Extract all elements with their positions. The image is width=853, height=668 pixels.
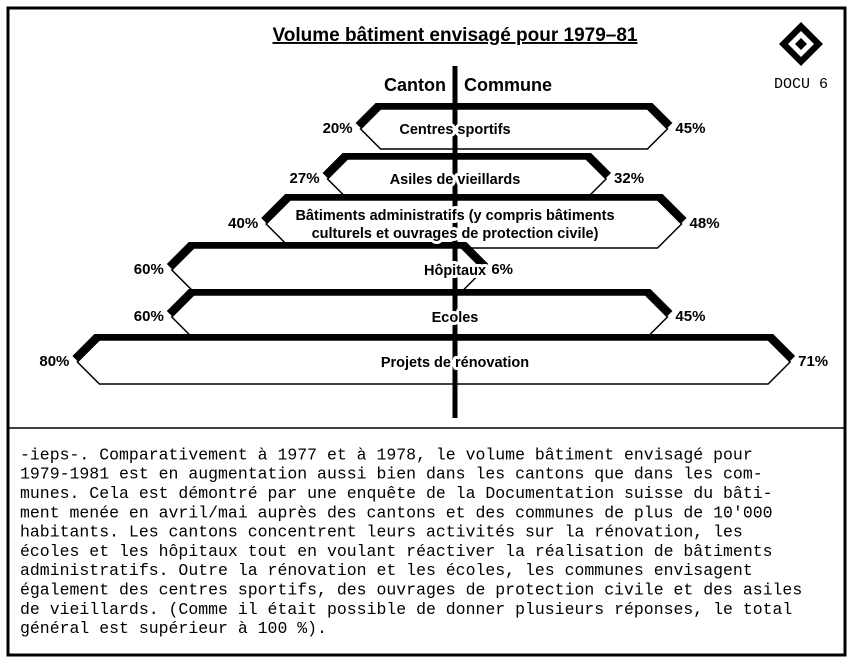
frame xyxy=(6,6,847,657)
body-text-line: de vieillards. (Comme il était possible … xyxy=(20,600,792,619)
category-label: Bâtiments administratifs (y compris bâti… xyxy=(295,208,614,242)
body-text-line: 1979-1981 est en augmentation aussi bien… xyxy=(20,465,763,484)
body-text-line: administratifs. Outre la rénovation et l… xyxy=(20,561,753,580)
value-label: 60% xyxy=(134,308,164,325)
value-label: 40% xyxy=(228,215,258,232)
badge: DOCU 6 xyxy=(774,76,828,93)
category-label: Centres sportifs xyxy=(399,122,510,138)
body-text-line: habitants. Les cantons concentrent leurs… xyxy=(20,523,743,542)
value-label: 45% xyxy=(675,308,705,325)
value-label: 48% xyxy=(690,215,720,232)
category-label: Ecoles xyxy=(432,310,479,326)
category-label: Projets de rénovation xyxy=(381,355,529,371)
legend-left: Canton xyxy=(384,75,446,95)
body-text-line: également des centres sportifs, des ouvr… xyxy=(20,580,802,599)
body-text-line: écoles et les hôpitaux tout en voulant r… xyxy=(20,542,773,561)
value-label: 20% xyxy=(323,120,353,137)
bar xyxy=(170,294,456,340)
body-text-line: -ieps-. Comparativement à 1977 et à 1978… xyxy=(20,445,753,464)
body-text-line: ment menée en avril/mai auprès des canto… xyxy=(20,503,773,522)
value-label: 80% xyxy=(39,353,69,370)
bar xyxy=(454,294,669,340)
logo xyxy=(779,22,823,66)
chart-title: Volume bâtiment envisagé pour 1979–81 xyxy=(272,25,637,46)
body-text-line: munes. Cela est démontré par une enquête… xyxy=(20,484,773,503)
body-text-line: général est supérieur à 100 %). xyxy=(20,619,327,638)
legend-right: Commune xyxy=(464,75,552,95)
bar xyxy=(170,247,456,293)
value-label: 60% xyxy=(134,261,164,278)
value-label: 27% xyxy=(290,170,320,187)
value-label: 45% xyxy=(675,120,705,137)
value-label: 71% xyxy=(798,353,828,370)
bars xyxy=(72,103,796,385)
value-label: 6% xyxy=(491,261,513,278)
value-label: 32% xyxy=(614,170,644,187)
category-label: Hôpitaux xyxy=(424,263,486,279)
category-label: Asiles de vieillards xyxy=(390,172,521,188)
